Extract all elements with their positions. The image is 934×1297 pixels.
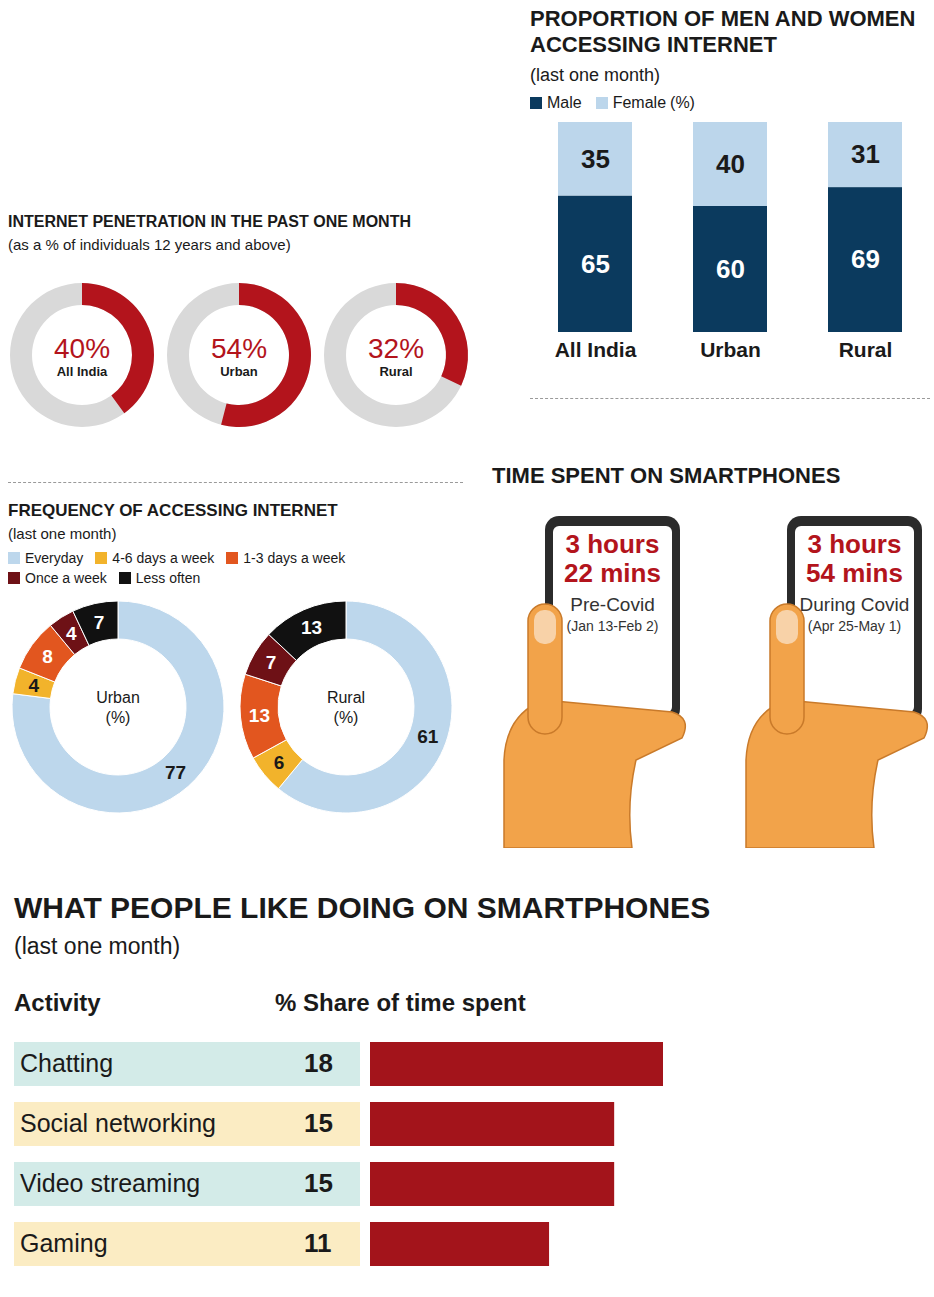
html-text:11: 11 — [304, 1228, 332, 1259]
svg-text:Urban: Urban — [96, 689, 140, 706]
svg-text:40: 40 — [716, 149, 745, 179]
html-text:Everyday: Everyday — [25, 550, 84, 566]
svg-text:7: 7 — [266, 652, 277, 673]
html-text:Chatting: Chatting — [20, 1049, 114, 1078]
svg-text:Rural: Rural — [839, 338, 893, 361]
html-text:(as a % of individuals 12 year: (as a % of individuals 12 years and abov… — [8, 236, 291, 253]
html-text:(Apr 25-May 1): (Apr 25-May 1) — [807, 618, 902, 634]
html-text:1-3 days a week: 1-3 days a week — [243, 550, 346, 566]
html-text:(last one month): (last one month) — [14, 933, 181, 959]
svg-text:Rural: Rural — [327, 689, 365, 706]
html-text:INTERNET PENETRATION IN THE PA: INTERNET PENETRATION IN THE PAST ONE MON… — [8, 213, 411, 230]
html-text:Video streaming: Video streaming — [20, 1169, 201, 1198]
html-text:(last one month): (last one month) — [8, 525, 117, 542]
html-text:TIME SPENT ON SMARTPHONES: TIME SPENT ON SMARTPHONES — [492, 463, 841, 488]
svg-text:(%): (%) — [106, 709, 131, 726]
svg-text:8: 8 — [42, 646, 53, 667]
html-text:WHAT PEOPLE LIKE DOING ON SMAR: WHAT PEOPLE LIKE DOING ON SMARTPHONES — [14, 891, 711, 924]
html-text:15: 15 — [304, 1108, 333, 1139]
html-text:% Share of time spent: % Share of time spent — [275, 989, 526, 1016]
svg-text:69: 69 — [851, 244, 880, 274]
html-text:4-6 days a week: 4-6 days a week — [112, 550, 215, 566]
svg-text:13: 13 — [301, 617, 322, 638]
html-text:Social networking: Social networking — [20, 1109, 216, 1138]
html-text:Once a week: Once a week — [25, 570, 107, 586]
svg-text:13: 13 — [249, 705, 270, 726]
svg-text:60: 60 — [716, 254, 745, 284]
html-text:Male: Male — [547, 94, 582, 111]
html-text:15: 15 — [304, 1168, 333, 1199]
svg-text:Urban: Urban — [700, 338, 761, 361]
svg-text:(%): (%) — [334, 709, 359, 726]
svg-text:35: 35 — [581, 144, 610, 174]
html-text:Activity: Activity — [14, 989, 101, 1016]
svg-text:4: 4 — [66, 623, 77, 644]
html-text:PROPORTION OF MEN AND WOMEN AC: PROPORTION OF MEN AND WOMEN ACCESSING IN… — [530, 6, 916, 57]
html-text:3 hours 22 mins: 3 hours 22 mins — [564, 529, 661, 588]
svg-text:4: 4 — [28, 675, 39, 696]
html-text:Less often: Less often — [135, 570, 201, 586]
svg-text:Urban: Urban — [220, 364, 258, 379]
html-text:(last one month): (last one month) — [530, 65, 661, 85]
svg-text:40%: 40% — [54, 333, 110, 364]
svg-text:61: 61 — [417, 726, 439, 747]
html-text:18: 18 — [304, 1048, 333, 1079]
svg-text:7: 7 — [94, 612, 105, 633]
svg-text:All India: All India — [57, 364, 108, 379]
svg-text:77: 77 — [165, 762, 186, 783]
html-text:Pre-Covid: Pre-Covid — [570, 594, 655, 615]
svg-text:All India: All India — [555, 338, 637, 361]
svg-text:65: 65 — [581, 249, 610, 279]
html-text:(Jan 13-Feb 2): (Jan 13-Feb 2) — [566, 618, 659, 634]
svg-text:Rural: Rural — [379, 364, 412, 379]
html-text:3 hours 54 mins: 3 hours 54 mins — [806, 529, 903, 588]
svg-text:32%: 32% — [368, 333, 424, 364]
html-text:During Covid: During Covid — [799, 594, 910, 615]
svg-text:54%: 54% — [211, 333, 267, 364]
html-text:Gaming: Gaming — [20, 1229, 108, 1258]
svg-text:6: 6 — [274, 752, 285, 773]
html-text:Female (%): Female (%) — [612, 94, 695, 111]
svg-text:31: 31 — [851, 139, 880, 169]
html-text:FREQUENCY OF ACCESSING INTERNE: FREQUENCY OF ACCESSING INTERNET — [8, 501, 338, 520]
